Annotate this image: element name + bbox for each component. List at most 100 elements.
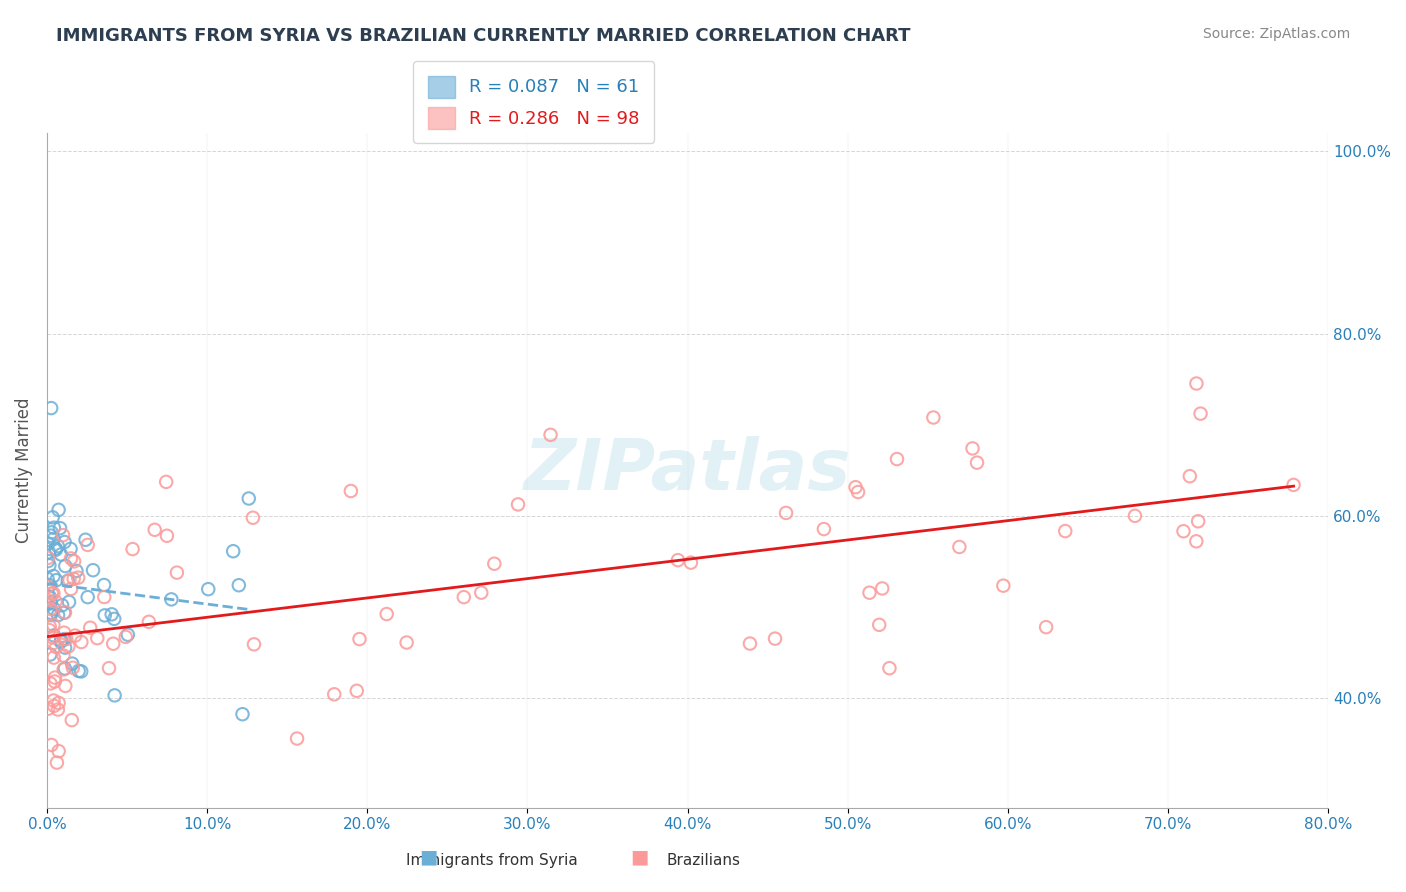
Point: [48, 744, 70, 758]
Point: [86, 631, 108, 645]
Point: [63, 554, 86, 568]
Point: [243, 637, 266, 651]
Point: [114, 630, 136, 644]
Legend: R = 0.087   N = 61, R = 0.286   N = 98: R = 0.087 N = 61, R = 0.286 N = 98: [413, 61, 654, 143]
Point: [39, 676, 62, 690]
Point: [738, 636, 761, 650]
Point: [42, 521, 65, 535]
Point: [39, 528, 62, 542]
Point: [42, 693, 65, 707]
Point: [93, 608, 115, 623]
Text: ■: ■: [419, 847, 439, 866]
Text: ■: ■: [630, 847, 650, 866]
Y-axis label: Currently Married: Currently Married: [15, 398, 32, 543]
Point: [52, 662, 75, 676]
Point: [104, 689, 127, 703]
Point: [39, 401, 62, 415]
Point: [1173, 524, 1195, 539]
Point: [323, 687, 346, 701]
Point: [37, 554, 59, 568]
Point: [1189, 407, 1212, 421]
Point: [484, 557, 506, 571]
Point: [1054, 524, 1077, 538]
Point: [79, 621, 101, 635]
Point: [39, 606, 62, 620]
Point: [49, 548, 72, 562]
Point: [103, 637, 125, 651]
Point: [349, 632, 371, 646]
Point: [59, 541, 82, 556]
Point: [238, 491, 260, 506]
Point: [37, 580, 59, 594]
Point: [70, 635, 93, 649]
Point: [53, 606, 76, 620]
Point: [858, 585, 880, 599]
Point: [60, 582, 83, 596]
Point: [197, 582, 219, 596]
Point: [49, 521, 72, 535]
Point: [53, 605, 76, 619]
Point: [53, 559, 76, 574]
Point: [37, 572, 59, 586]
Point: [93, 578, 115, 592]
Point: [39, 608, 62, 623]
Point: [540, 427, 562, 442]
Point: [870, 582, 893, 596]
Point: [62, 661, 84, 675]
Point: [60, 657, 83, 671]
Text: IMMIGRANTS FROM SYRIA VS BRAZILIAN CURRENTLY MARRIED CORRELATION CHART: IMMIGRANTS FROM SYRIA VS BRAZILIAN CURRE…: [56, 27, 911, 45]
Point: [37, 598, 59, 612]
Point: [38, 623, 60, 637]
Point: [143, 523, 166, 537]
Point: [375, 607, 398, 621]
Point: [39, 578, 62, 592]
Point: [231, 707, 253, 722]
Point: [53, 625, 76, 640]
Point: [42, 636, 65, 650]
Point: [222, 544, 245, 558]
Point: [42, 602, 65, 616]
Point: [1282, 478, 1305, 492]
Point: [39, 595, 62, 609]
Point: [166, 566, 188, 580]
Point: [45, 573, 67, 587]
Point: [886, 452, 908, 467]
Point: [59, 551, 82, 566]
Point: [228, 578, 250, 592]
Point: [100, 607, 122, 622]
Point: [93, 590, 115, 604]
Point: [51, 633, 73, 648]
Point: [67, 664, 90, 678]
Point: [45, 756, 67, 770]
Point: [453, 590, 475, 604]
Point: [922, 410, 945, 425]
Point: [38, 619, 60, 633]
Point: [993, 579, 1015, 593]
Point: [53, 640, 76, 655]
Point: [844, 480, 866, 494]
Point: [242, 510, 264, 524]
Point: [37, 702, 59, 716]
Point: [868, 617, 890, 632]
Point: [39, 648, 62, 662]
Point: [42, 698, 65, 713]
Point: [37, 593, 59, 607]
Point: [44, 674, 66, 689]
Point: [155, 475, 177, 489]
Point: [42, 628, 65, 642]
Point: [55, 632, 77, 646]
Point: [1187, 514, 1209, 528]
Point: [121, 542, 143, 557]
Point: [103, 612, 125, 626]
Point: [53, 632, 76, 646]
Point: [506, 497, 529, 511]
Point: [42, 586, 65, 600]
Point: [1185, 376, 1208, 391]
Point: [76, 538, 98, 552]
Point: [41, 525, 63, 540]
Point: [51, 599, 73, 613]
Point: [45, 541, 67, 556]
Point: [56, 574, 79, 588]
Point: [962, 442, 984, 456]
Point: [37, 536, 59, 550]
